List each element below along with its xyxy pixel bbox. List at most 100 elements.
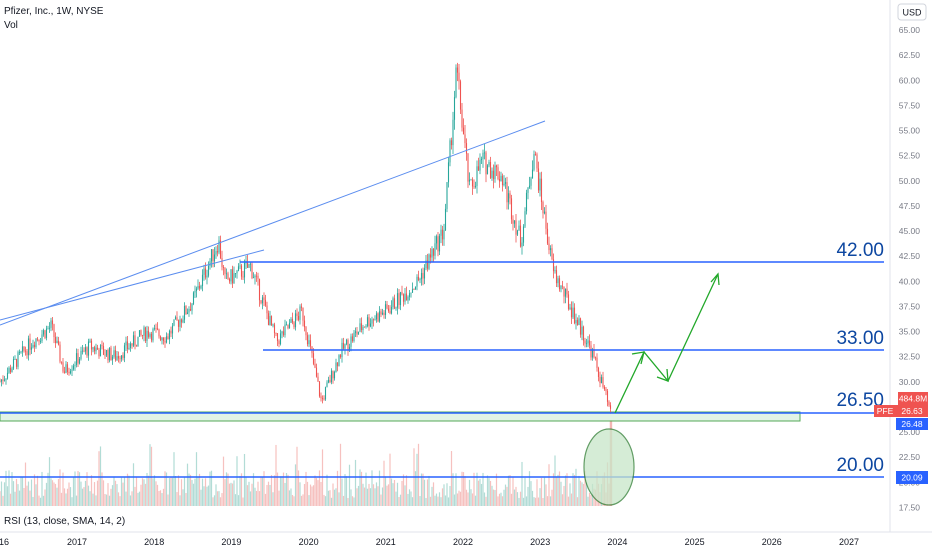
volume-bar (146, 472, 148, 506)
candle-body (510, 198, 513, 220)
candle-body (71, 369, 73, 372)
volume-bar (483, 492, 486, 506)
price-tick-label: 47.50 (899, 201, 921, 211)
currency-box[interactable] (897, 3, 927, 21)
volume-bar (65, 493, 67, 506)
candle-body (554, 270, 556, 272)
candle-body (521, 242, 523, 247)
candle-body (233, 273, 235, 284)
candle-body (128, 347, 130, 350)
candle-body (347, 339, 349, 351)
volume-bar (579, 480, 582, 506)
candle-body (39, 341, 42, 342)
time-tick-label: 2018 (144, 537, 164, 547)
support-upper-badge-text: 26.48 (901, 419, 923, 429)
projection-arrowhead-3 (710, 272, 720, 286)
volume-bar (6, 486, 9, 506)
volume-bar (434, 495, 436, 506)
volume-bar (120, 477, 123, 506)
candle-body (68, 371, 70, 374)
volume-bar (420, 473, 423, 506)
candle-body (150, 333, 153, 341)
candle-body (209, 261, 211, 267)
volume-bar (533, 497, 535, 506)
volume-bar (491, 485, 493, 506)
volume-bar (234, 494, 237, 506)
candle-body (23, 346, 25, 351)
candle-body (485, 152, 487, 175)
candle-body (305, 327, 307, 336)
volume-bar (324, 496, 327, 506)
volume-bar (132, 463, 135, 506)
candle-body (206, 275, 208, 278)
candle-body (423, 268, 426, 279)
candle-body (540, 178, 543, 203)
candle-body (273, 324, 276, 334)
candle-body (188, 308, 190, 313)
candle-body (422, 272, 424, 279)
candle-body (417, 276, 420, 281)
volume-bar (384, 476, 387, 506)
volume-bar (167, 494, 169, 506)
candle-body (192, 292, 195, 304)
volume-bar (498, 493, 501, 506)
volume-bar (38, 495, 40, 506)
candle-body (29, 338, 31, 350)
volume-bar (390, 478, 393, 506)
candle-body (120, 355, 123, 360)
candle-body (420, 272, 423, 280)
candle-body (335, 362, 337, 373)
candle-body (26, 351, 28, 356)
volume-bar (408, 489, 411, 506)
candle-body (393, 298, 396, 309)
volume-bar (20, 476, 22, 506)
candle-body (143, 327, 145, 336)
volume-bar (294, 464, 297, 506)
candle-body (557, 278, 559, 284)
candlestick-series (0, 62, 612, 414)
candle-body (444, 208, 447, 231)
candle-body (272, 324, 274, 326)
candle-body (219, 240, 222, 259)
candle-body (581, 326, 583, 335)
candle-body (177, 320, 180, 327)
volume-bar (554, 455, 556, 506)
volume-bar (83, 487, 85, 506)
candle-body (195, 288, 198, 291)
candle-body (236, 270, 238, 274)
volume-bar (269, 484, 271, 506)
price-tick-label: 32.50 (899, 352, 921, 362)
volume-bar (345, 476, 348, 506)
candle-body (216, 251, 219, 253)
volume-bar (248, 481, 250, 506)
candle-body (528, 185, 531, 188)
volume-bar (50, 478, 52, 506)
candle-body (377, 313, 379, 322)
candle-body (401, 292, 403, 295)
candle-body (66, 364, 69, 372)
candle-body (180, 319, 183, 323)
volume-bar (564, 475, 567, 506)
volume-bar (357, 485, 360, 506)
candle-body (431, 248, 433, 258)
volume-bar (309, 484, 312, 506)
candle-body (93, 347, 96, 352)
volume-bar (315, 477, 318, 506)
volume-bar (570, 493, 573, 506)
candle-body (476, 166, 478, 186)
volume-bar (492, 489, 495, 506)
candle-body (125, 341, 127, 346)
volume-bar (236, 456, 238, 506)
volume-bar (275, 444, 277, 506)
candle-body (591, 349, 594, 358)
volume-bar (338, 492, 340, 506)
candle-body (548, 243, 550, 251)
candle-body (77, 353, 79, 364)
candle-body (506, 182, 508, 203)
candle-body (42, 330, 45, 335)
candle-body (83, 350, 85, 352)
candle-body (269, 316, 271, 326)
volume-bar (359, 469, 361, 506)
candle-body (72, 365, 75, 370)
